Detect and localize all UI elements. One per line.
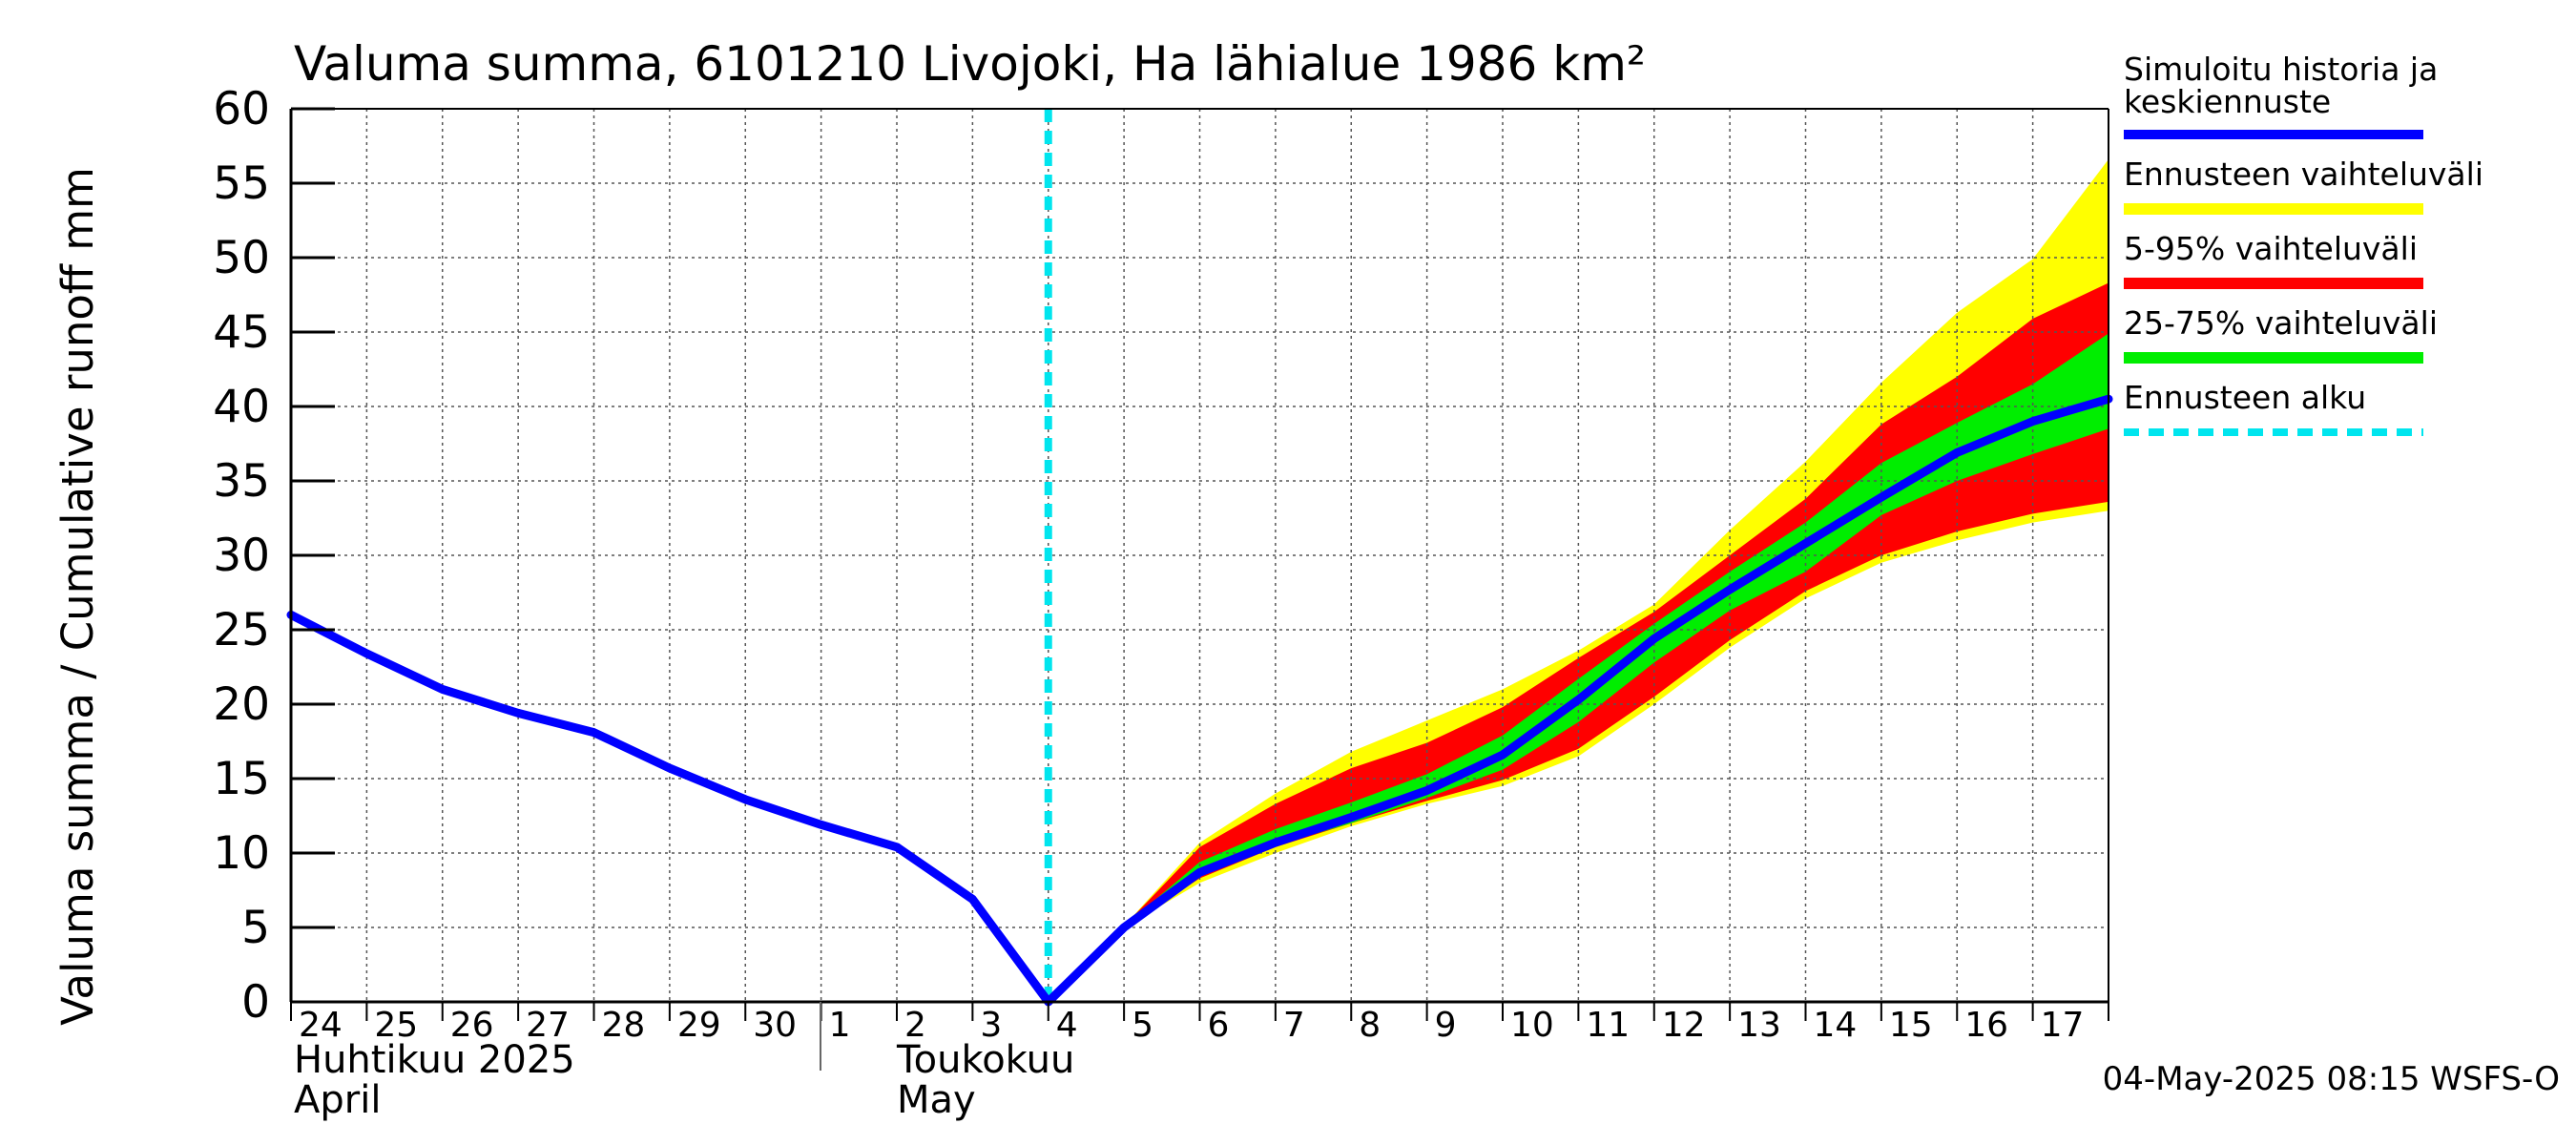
data-point bbox=[1426, 789, 1428, 791]
x-tick-label: 8 bbox=[1359, 1006, 1381, 1045]
y-tick-label: 45 bbox=[213, 306, 270, 359]
data-point bbox=[593, 732, 594, 734]
y-tick-label: 25 bbox=[213, 604, 270, 656]
data-point bbox=[744, 799, 746, 801]
grid bbox=[291, 109, 2109, 1002]
x-tick-label: 11 bbox=[1586, 1006, 1630, 1045]
data-point bbox=[517, 712, 519, 714]
data-point bbox=[896, 846, 898, 848]
data-point bbox=[442, 688, 444, 690]
data-point bbox=[669, 767, 671, 769]
y-tick-label: 15 bbox=[213, 753, 270, 805]
data-point bbox=[1805, 543, 1806, 545]
x-tick-label: 25 bbox=[374, 1006, 418, 1045]
month-label-may-1: Toukokuu bbox=[896, 1038, 1074, 1082]
x-tick-label: 30 bbox=[753, 1006, 797, 1045]
y-axis-ticks: 0 5 10 15 20 25 30 35 40 45 50 55 60 bbox=[213, 83, 335, 1029]
median-series bbox=[286, 394, 2113, 1007]
month-label-may-2: May bbox=[897, 1078, 976, 1122]
chart-title: Valuma summa, 6101210 Livojoki, Ha lähia… bbox=[294, 36, 1646, 92]
data-point bbox=[971, 898, 973, 900]
x-tick-label: 9 bbox=[1435, 1006, 1457, 1045]
x-tick-label: 28 bbox=[602, 1006, 646, 1045]
y-tick-label: 50 bbox=[213, 232, 270, 284]
legend-label-median-1: Simuloitu historia ja bbox=[2124, 51, 2438, 88]
band-25-75 bbox=[1124, 333, 2109, 927]
y-tick-label: 20 bbox=[213, 678, 270, 731]
x-tick-label: 14 bbox=[1814, 1006, 1858, 1045]
data-point bbox=[365, 653, 367, 655]
legend-label-median-2: keskiennuste bbox=[2124, 83, 2331, 120]
data-point bbox=[1880, 496, 1882, 498]
y-tick-label: 40 bbox=[213, 381, 270, 433]
x-tick-label: 13 bbox=[1737, 1006, 1781, 1045]
y-tick-label: 30 bbox=[213, 530, 270, 582]
x-tick-label: 4 bbox=[1056, 1006, 1078, 1045]
data-point bbox=[1653, 637, 1655, 639]
data-point bbox=[1502, 754, 1504, 756]
y-tick-label: 35 bbox=[213, 455, 270, 508]
y-tick-label: 10 bbox=[213, 827, 270, 880]
y-tick-label: 55 bbox=[213, 157, 270, 210]
data-point bbox=[1123, 926, 1125, 928]
legend: Simuloitu historia ja keskiennuste Ennus… bbox=[2124, 51, 2483, 436]
y-axis-label: Valuma summa / Cumulative runoff mm bbox=[52, 167, 103, 1026]
month-label-april-1: Huhtikuu 2025 bbox=[294, 1038, 575, 1082]
x-tick-label: 12 bbox=[1662, 1006, 1706, 1045]
data-point bbox=[1729, 589, 1731, 591]
x-tick-label: 2 bbox=[904, 1006, 926, 1045]
x-tick-label: 10 bbox=[1510, 1006, 1554, 1045]
x-tick-label: 16 bbox=[1964, 1006, 2008, 1045]
y-tick-label: 60 bbox=[213, 83, 270, 135]
x-axis-ticks: 24 25 26 27 28 29 30 1 2 3 4 5 6 7 8 9 10 11 12 13 14 15 16 17 bbox=[290, 1002, 2109, 1045]
data-point bbox=[2032, 421, 2034, 423]
x-tick-label: 15 bbox=[1889, 1006, 1933, 1045]
footer-timestamp: 04-May-2025 08:15 WSFS-O bbox=[2103, 1060, 2560, 1098]
data-point bbox=[1199, 871, 1200, 873]
x-tick-label: 3 bbox=[980, 1006, 1002, 1045]
data-point bbox=[1350, 817, 1352, 819]
band-5-95 bbox=[1124, 282, 2109, 927]
x-tick-label: 7 bbox=[1283, 1006, 1305, 1045]
data-point bbox=[1577, 698, 1579, 700]
legend-label-range: Ennusteen vaihteluväli bbox=[2124, 156, 2483, 193]
y-tick-label: 5 bbox=[241, 902, 270, 954]
legend-label-25-75: 25-75% vaihteluväli bbox=[2124, 304, 2438, 342]
y-tick-label: 0 bbox=[241, 976, 270, 1029]
x-tick-label: 27 bbox=[526, 1006, 570, 1045]
legend-label-5-95: 5-95% vaihteluväli bbox=[2124, 230, 2418, 267]
x-tick-label: 6 bbox=[1208, 1006, 1230, 1045]
x-tick-label: 24 bbox=[299, 1006, 343, 1045]
month-label-april-2: April bbox=[294, 1078, 381, 1122]
x-tick-label: 26 bbox=[450, 1006, 494, 1045]
x-tick-label: 5 bbox=[1132, 1006, 1153, 1045]
x-tick-label: 17 bbox=[2041, 1006, 2085, 1045]
forecast-bands bbox=[1124, 159, 2109, 928]
x-tick-label: 1 bbox=[829, 1006, 851, 1045]
data-point bbox=[1956, 451, 1958, 453]
legend-label-forecast-start: Ennusteen alku bbox=[2124, 379, 2366, 416]
x-tick-label: 29 bbox=[677, 1006, 721, 1045]
